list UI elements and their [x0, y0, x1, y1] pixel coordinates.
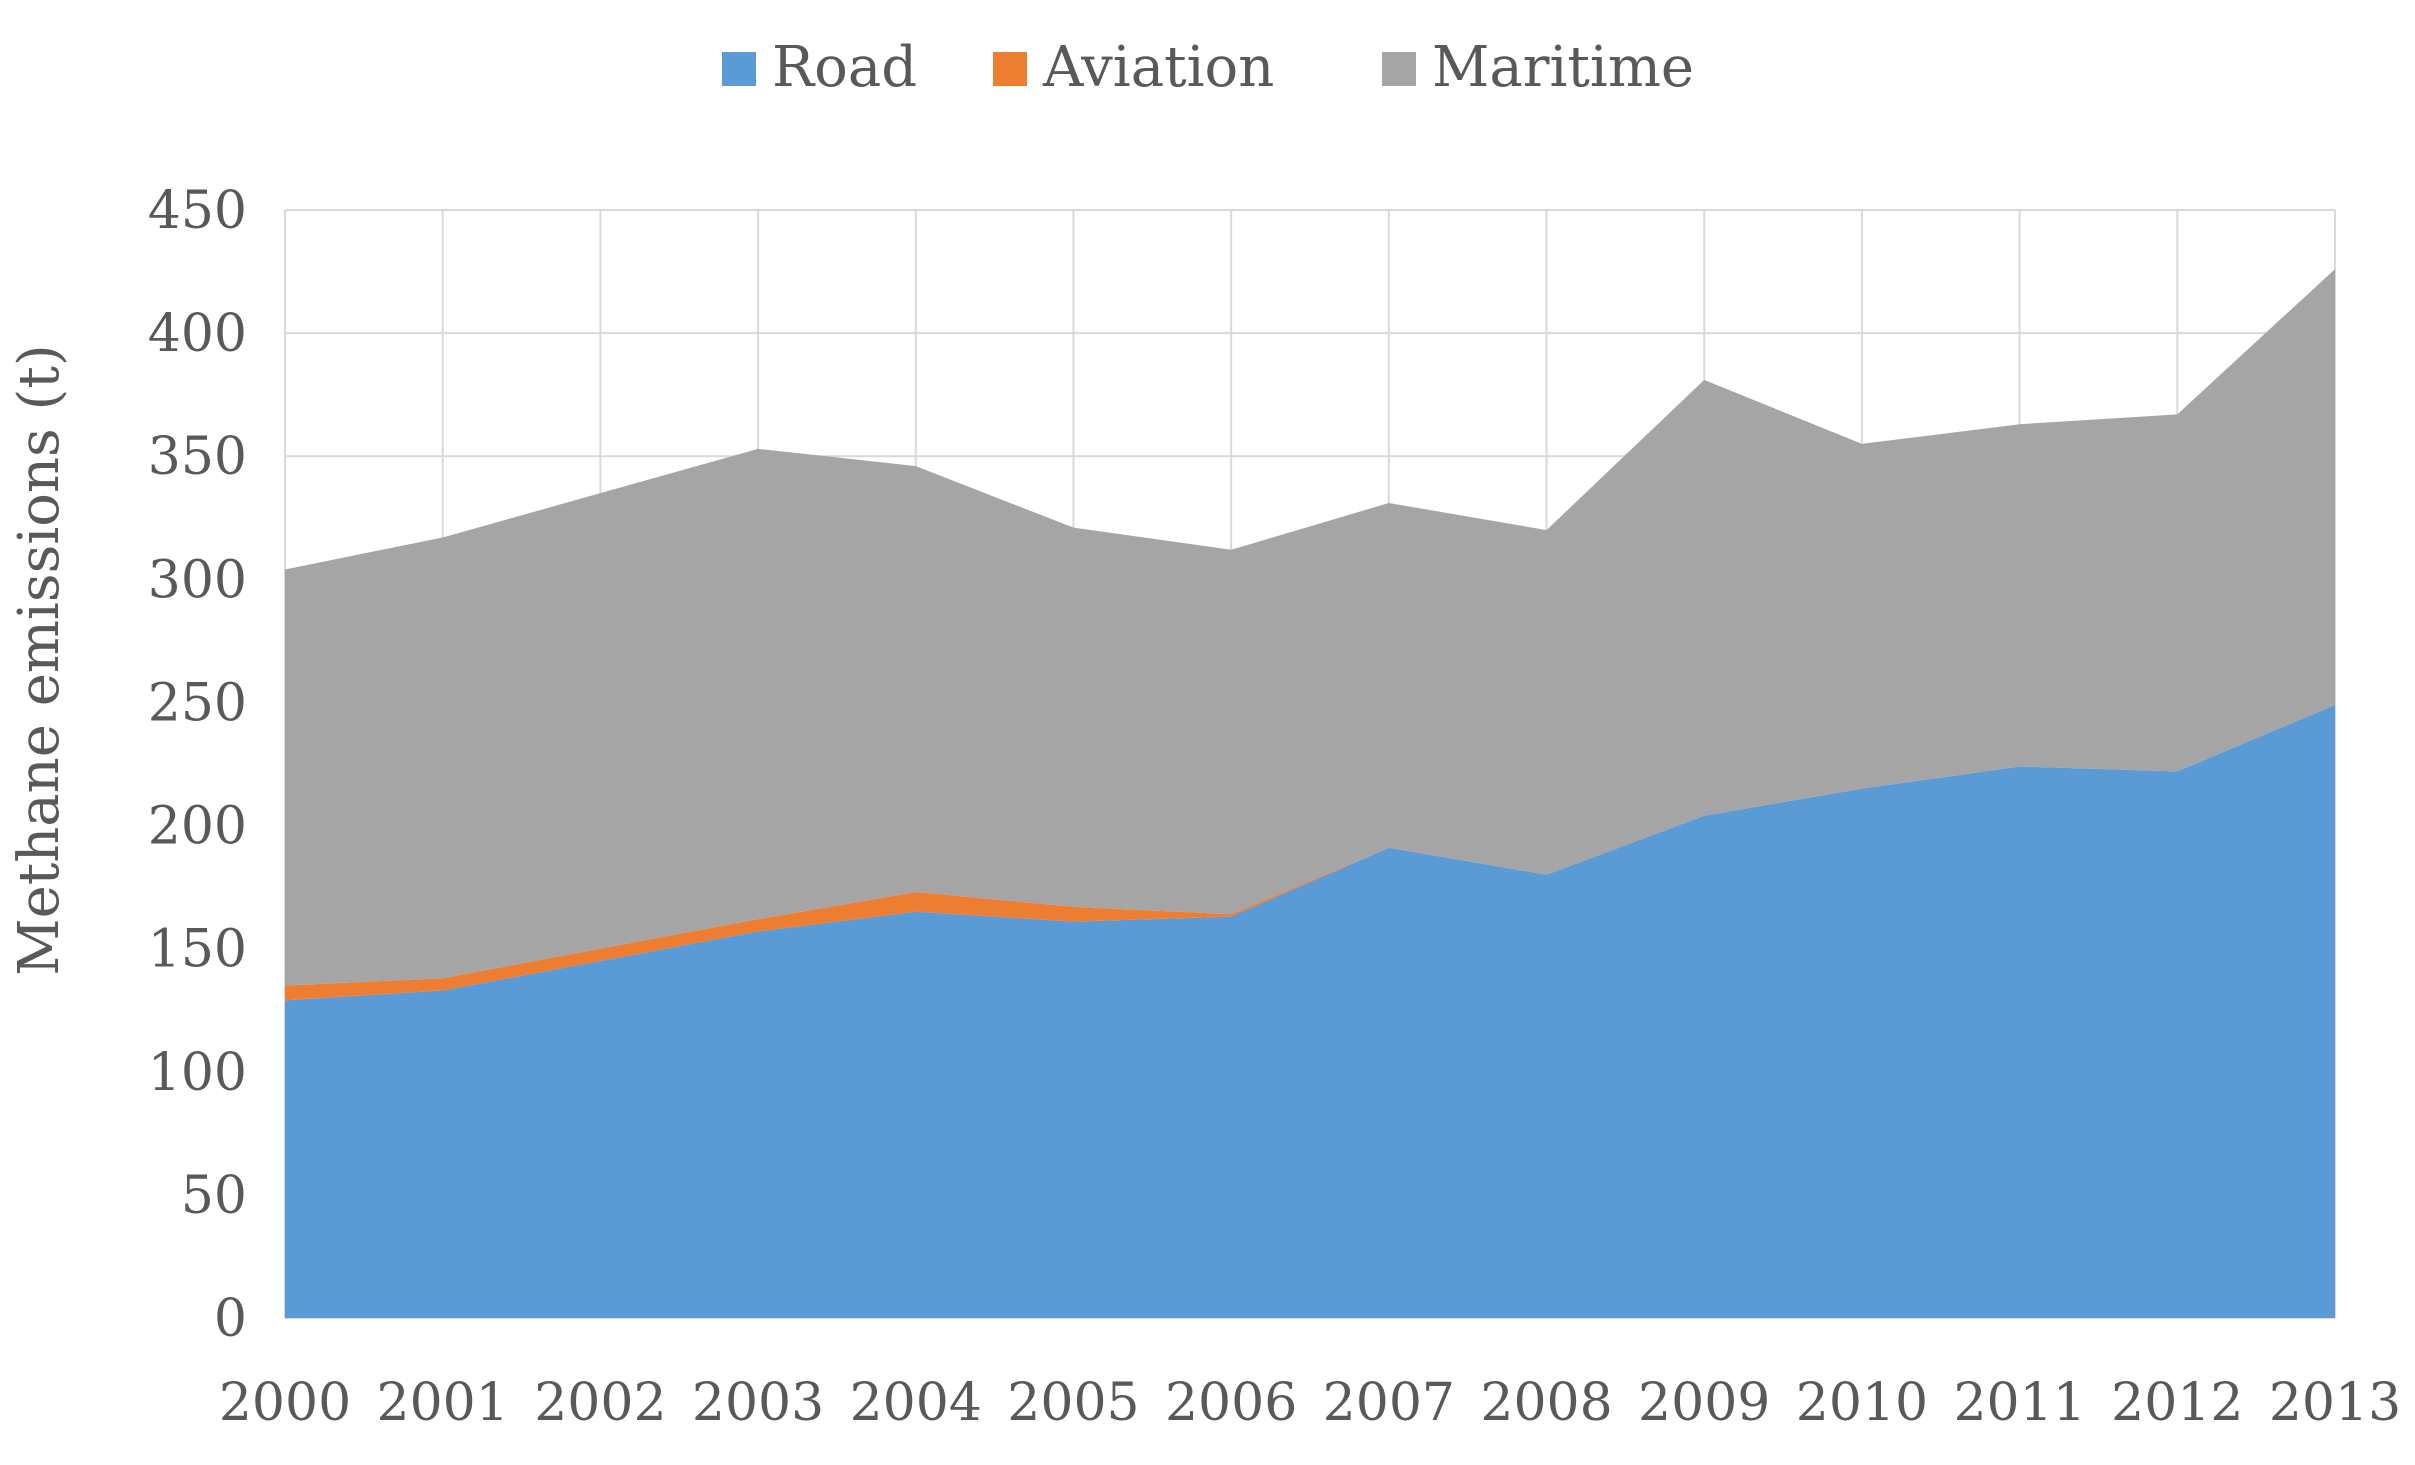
x-tick-label: 2013: [2269, 1373, 2401, 1433]
area-road: [285, 704, 2335, 1318]
legend-item-road: Road: [722, 35, 917, 100]
area-maritime: [285, 269, 2335, 986]
x-tick-label: 2008: [1480, 1373, 1612, 1433]
area-series: [285, 269, 2335, 1318]
legend-swatch: [1382, 52, 1416, 86]
legend-label: Road: [772, 35, 917, 100]
y-tick-label: 150: [148, 920, 247, 980]
y-axis-title: Methane emissions (t): [7, 344, 72, 976]
x-tick-label: 2010: [1796, 1373, 1928, 1433]
legend-item-aviation: Aviation: [993, 35, 1274, 100]
y-tick-label: 200: [148, 797, 247, 857]
y-tick-label: 350: [148, 427, 247, 487]
x-tick-label: 2005: [1007, 1373, 1139, 1433]
y-tick-label: 450: [148, 181, 247, 241]
x-tick-label: 2002: [534, 1373, 666, 1433]
chart-legend: Road Aviation Maritime: [722, 35, 1694, 100]
x-tick-label: 2012: [2111, 1373, 2243, 1433]
y-tick-label: 250: [148, 673, 247, 733]
area-aviation: [285, 704, 2335, 1001]
x-axis-ticks: 2000 2001 2002 2003 2004 2005 2006 2007 2008 2009…: [219, 1373, 2401, 1433]
legend-label: Maritime: [1432, 35, 1694, 100]
y-tick-label: 0: [214, 1289, 247, 1349]
y-tick-label: 300: [148, 550, 247, 610]
legend-swatch: [993, 52, 1027, 86]
legend-label: Aviation: [1042, 35, 1274, 100]
x-tick-label: 2011: [1953, 1373, 2085, 1433]
x-tick-label: 2006: [1165, 1373, 1297, 1433]
y-tick-label: 50: [181, 1166, 247, 1226]
x-tick-label: 2007: [1323, 1373, 1455, 1433]
y-axis-ticks: 0 50 100 150 200 250 300 350 400 450: [148, 181, 247, 1349]
legend-item-maritime: Maritime: [1382, 35, 1694, 100]
y-tick-label: 400: [148, 304, 247, 364]
x-tick-label: 2000: [219, 1373, 351, 1433]
x-tick-label: 2009: [1638, 1373, 1770, 1433]
x-tick-label: 2004: [850, 1373, 982, 1433]
legend-swatch: [722, 52, 756, 86]
x-tick-label: 2001: [377, 1373, 509, 1433]
x-tick-label: 2003: [692, 1373, 824, 1433]
y-tick-label: 100: [148, 1043, 247, 1103]
